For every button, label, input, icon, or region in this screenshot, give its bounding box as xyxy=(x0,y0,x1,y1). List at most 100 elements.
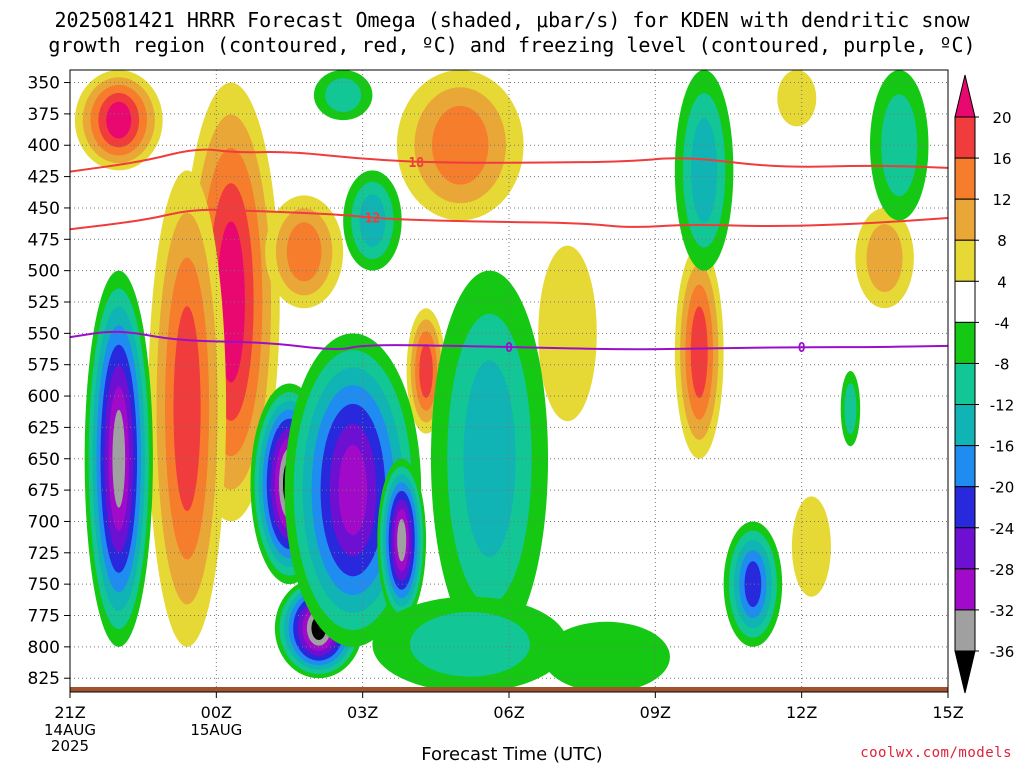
y-axis-ticks: 350 375 400 425 450 475 500 525 550 575 600 625 650 6… xyxy=(28,74,70,689)
omega-feature-21 xyxy=(869,70,929,221)
omega-feature-20 xyxy=(674,70,734,271)
contour-line-0 xyxy=(70,148,948,173)
y-tick-label: 550 xyxy=(28,324,60,344)
y-tick-label: 825 xyxy=(28,669,60,689)
colorbar-label: -16 xyxy=(990,438,1015,456)
colorbar-box xyxy=(954,609,976,652)
colorbar-label: 4 xyxy=(997,273,1007,291)
colorbar-label: -20 xyxy=(990,479,1015,497)
omega-band xyxy=(844,383,857,435)
colorbar-bottom-arrow xyxy=(954,650,976,694)
omega-band xyxy=(866,224,903,293)
omega-band xyxy=(463,360,516,558)
omega-band xyxy=(543,621,670,692)
colorbar-box xyxy=(954,198,976,241)
colorbar-box xyxy=(954,445,976,488)
omega-feature-17 xyxy=(372,596,568,692)
y-tick-label: 425 xyxy=(28,168,60,188)
omega-band xyxy=(432,105,489,185)
omega-feature-14 xyxy=(284,333,422,647)
omega-band xyxy=(691,117,718,223)
colorbar-box xyxy=(954,486,976,529)
y-tick-label: 800 xyxy=(28,638,60,658)
y-tick-label: 475 xyxy=(28,230,60,250)
colorbar-box xyxy=(954,362,976,406)
colorbar-box xyxy=(954,321,976,364)
y-tick-label: 450 xyxy=(28,199,60,219)
colorbar-box xyxy=(954,404,976,447)
omega-shaded-field xyxy=(70,70,948,692)
colorbar-label: 8 xyxy=(997,232,1007,250)
chart-title: 2025081421 HRRR Forecast Omega (shaded, … xyxy=(0,8,1024,58)
omega-band xyxy=(690,306,708,398)
terrain-strip xyxy=(70,687,948,692)
omega-band xyxy=(325,78,362,113)
y-tick-label: 525 xyxy=(28,293,60,313)
omega-band xyxy=(744,561,762,608)
x-tick-sublabel: 15AUG xyxy=(190,721,242,739)
colorbar-label: 16 xyxy=(992,150,1011,168)
omega-band xyxy=(538,245,597,422)
omega-band xyxy=(409,612,531,677)
x-tick-sublabel: 2025 xyxy=(51,737,89,755)
y-tick-label: 625 xyxy=(28,418,60,438)
y-tick-label: 675 xyxy=(28,481,60,501)
y-tick-label: 725 xyxy=(28,544,60,564)
colorbar-label: -4 xyxy=(995,314,1010,332)
omega-band xyxy=(106,101,132,139)
omega-band xyxy=(881,94,918,197)
x-tick-label: 12Z xyxy=(786,703,817,722)
colorbar-label: -32 xyxy=(990,602,1015,620)
omega-feature-2 xyxy=(148,170,227,647)
colorbar-box xyxy=(954,239,976,282)
temperature-contours: 18 12 0 0 xyxy=(70,148,948,356)
contour-label: 0 xyxy=(798,341,806,356)
title-line-1: 2025081421 HRRR Forecast Omega (shaded, … xyxy=(54,8,970,32)
colorbar-box xyxy=(954,527,976,570)
omega-band xyxy=(359,194,386,247)
omega-band xyxy=(286,222,322,282)
colorbar-label: 12 xyxy=(992,191,1011,209)
colorbar-label: -12 xyxy=(990,397,1015,415)
y-tick-label: 375 xyxy=(28,105,60,125)
y-tick-label: 775 xyxy=(28,607,60,627)
colorbar-label: -28 xyxy=(990,561,1015,579)
omega-feature-15 xyxy=(377,458,427,622)
x-tick-sublabel: 14AUG xyxy=(44,721,96,739)
x-axis-label: Forecast Time (UTC) xyxy=(421,744,603,765)
omega-feature-8 xyxy=(538,245,597,422)
x-tick-label: 15Z xyxy=(932,703,963,722)
x-tick-label: 09Z xyxy=(640,703,671,722)
omega-feature-9 xyxy=(791,496,831,597)
colorbar-box xyxy=(954,280,976,323)
colorbar-label: -24 xyxy=(990,520,1015,538)
x-tick-label: 03Z xyxy=(347,703,378,722)
omega-feature-19 xyxy=(313,70,373,121)
colorbar-label: -8 xyxy=(995,355,1010,373)
y-tick-label: 600 xyxy=(28,387,60,407)
colorbar-label: 20 xyxy=(992,109,1011,127)
colorbar-box xyxy=(954,116,976,159)
omega-feature-22 xyxy=(723,521,783,647)
x-tick-label: 21Z xyxy=(54,703,85,722)
contour-label: 0 xyxy=(505,341,513,356)
omega-band xyxy=(777,70,817,127)
omega-band xyxy=(397,519,407,562)
colorbar-top-arrow xyxy=(954,74,976,118)
omega-band xyxy=(338,445,368,536)
omega-band xyxy=(419,344,433,398)
colorbar: 20 16 12 8 4 -4 -8 -12 -16 -20 -24 -28 -32 -36 xyxy=(954,74,1015,694)
omega-feature-4 xyxy=(396,70,524,221)
omega-feature-0 xyxy=(74,70,163,171)
y-tick-label: 350 xyxy=(28,74,60,94)
credit-link[interactable]: coolwx.com/models xyxy=(860,745,1012,761)
colorbar-box xyxy=(954,157,976,200)
omega-band xyxy=(791,496,831,597)
colorbar-label: -36 xyxy=(990,643,1015,661)
colorbar-box xyxy=(954,568,976,611)
omega-band xyxy=(173,306,201,511)
x-tick-label: 00Z xyxy=(201,703,232,722)
y-tick-label: 575 xyxy=(28,356,60,376)
title-line-2: growth region (contoured, red, ºC) and f… xyxy=(48,33,976,57)
